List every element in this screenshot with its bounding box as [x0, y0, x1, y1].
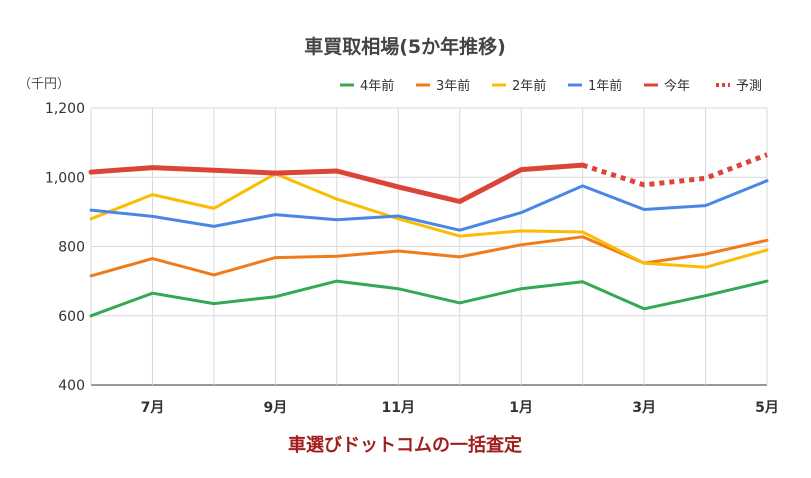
series-line-4: [89, 179, 769, 232]
series-line-3: [89, 172, 769, 269]
legend-label: 3年前: [436, 78, 470, 94]
series-lines: [88, 152, 769, 318]
legend: 4年前 3年前 2年前 1年前 今年 予測: [340, 78, 762, 94]
series-line-6: [581, 152, 768, 188]
x-tick-label: 1月: [509, 400, 533, 416]
y-tick-label: 800: [58, 240, 85, 256]
y-tick-label: 600: [58, 309, 85, 325]
legend-label: 2年前: [512, 78, 546, 94]
series-line-2: [89, 235, 769, 278]
chart-title: 車買取相場(5か年推移): [304, 35, 506, 58]
y-tick-label: 1,200: [45, 101, 85, 117]
x-tick-label: 9月: [263, 400, 287, 416]
legend-label: 今年: [664, 78, 690, 94]
y-tick-label: 400: [58, 378, 85, 394]
x-tick-label: 5月: [755, 400, 779, 416]
legend-label: 予測: [736, 79, 762, 94]
gridlines: [90, 107, 768, 386]
x-tick-label: 3月: [632, 400, 656, 416]
series-line-1: [89, 279, 769, 318]
y-tick-label: 1,000: [45, 170, 85, 186]
footer-caption: 車選びドットコムの一括査定: [288, 434, 522, 456]
x-tick-label: 11月: [382, 400, 415, 416]
legend-label: 1年前: [588, 78, 622, 94]
legend-label: 4年前: [360, 78, 394, 94]
x-axis-ticks: 7月 9月 11月 1月 3月 5月: [141, 400, 779, 416]
y-axis-ticks: 400 600 800 1,000 1,200: [45, 101, 85, 394]
x-tick-label: 7月: [141, 400, 165, 416]
series-line-5: [88, 162, 586, 204]
y-unit-label: （千円）: [18, 77, 70, 92]
